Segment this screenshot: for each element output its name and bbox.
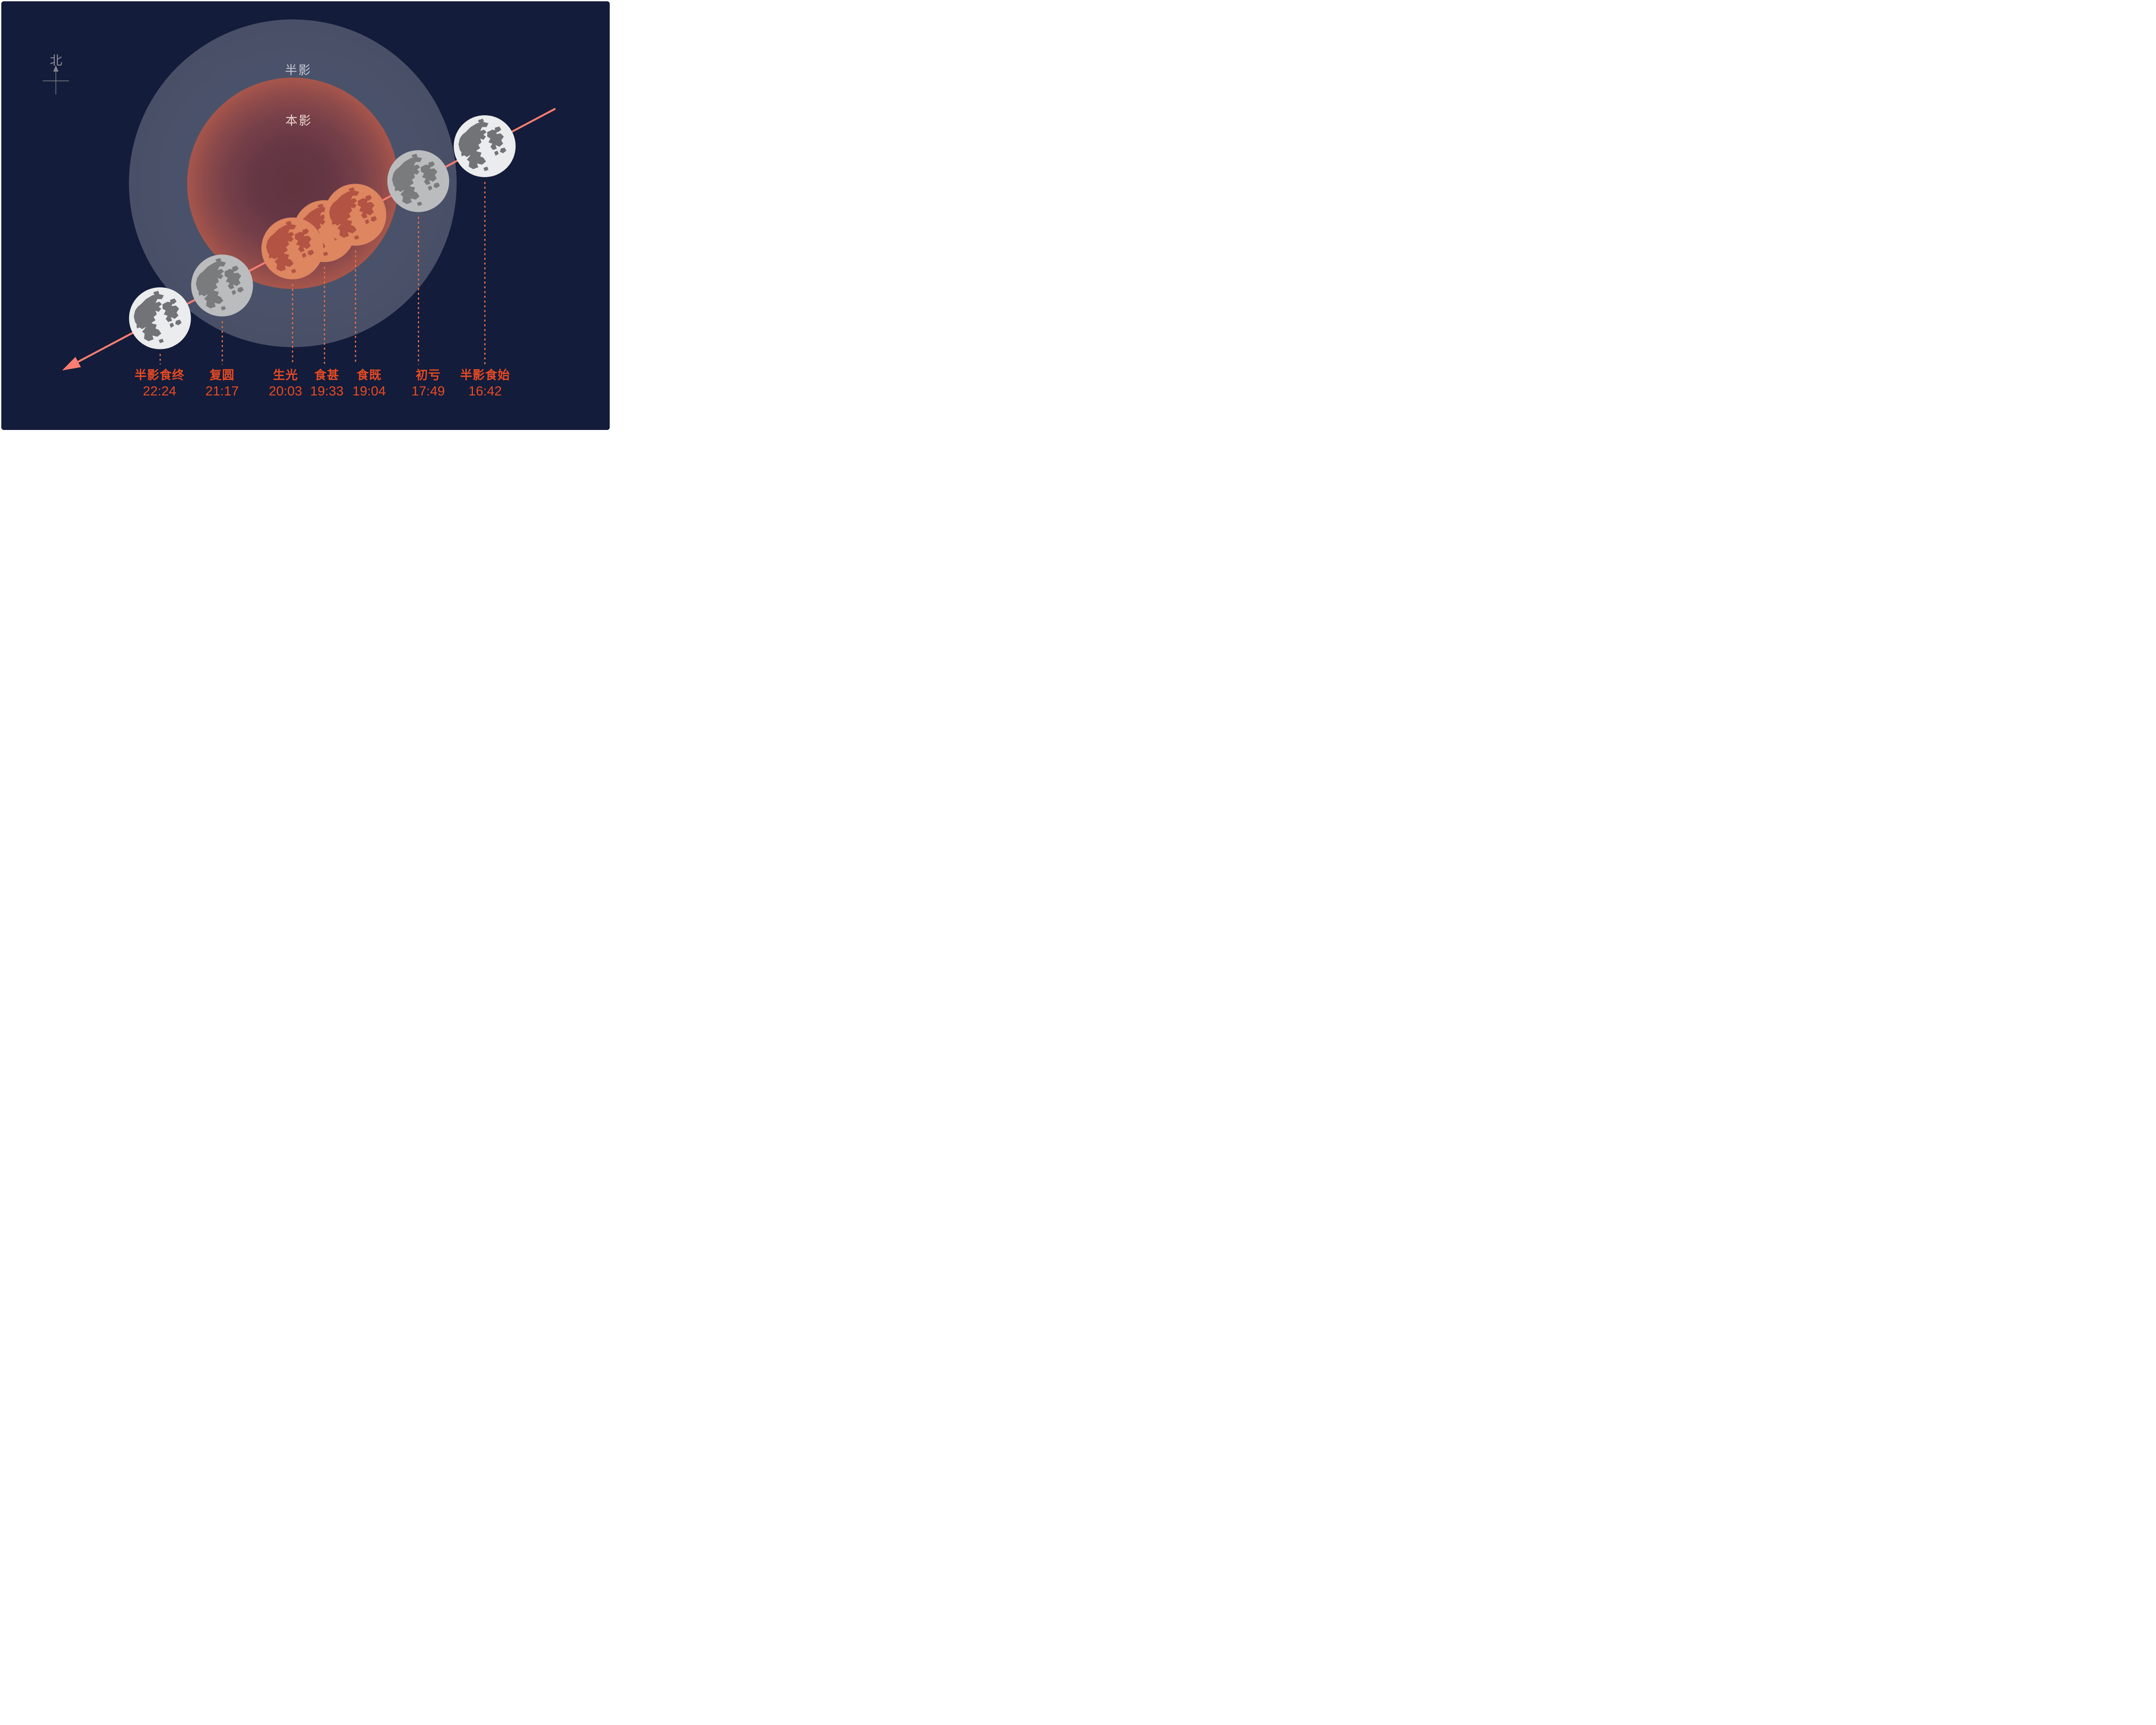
phase-time: 20:03	[269, 383, 302, 398]
moon-复圆	[190, 254, 254, 317]
north-label: 北	[50, 54, 63, 68]
dash-leader-生光	[291, 284, 293, 364]
moon-半影食终	[128, 286, 192, 350]
moon-path-arrowhead	[62, 357, 81, 370]
penumbra-label: 半影	[285, 63, 312, 77]
phase-name: 食既	[356, 368, 382, 382]
moon-face	[261, 217, 323, 279]
phase-label-食甚: 食甚 19:33	[286, 368, 368, 400]
dash-leader-初亏	[417, 217, 419, 364]
phase-label-生光: 生光 20:03	[244, 368, 326, 400]
phase-name: 生光	[273, 368, 298, 382]
phase-label-半影食终: 半影食终 22:24	[119, 368, 201, 400]
moon-初亏	[386, 149, 450, 213]
phase-time: 17:49	[411, 383, 445, 398]
moon-face	[454, 115, 516, 177]
dash-leader-食既	[354, 251, 356, 364]
moon-食既	[323, 183, 387, 247]
umbra-label: 本影	[285, 114, 312, 127]
phase-label-食既: 食既 19:04	[328, 368, 410, 400]
phase-name: 食甚	[314, 368, 339, 382]
moon-face	[324, 184, 386, 246]
dash-leader-复圆	[221, 321, 223, 364]
phase-time: 19:33	[310, 383, 344, 398]
dash-leader-半影食始	[484, 182, 486, 364]
dash-leader-食甚	[323, 267, 325, 364]
phase-time: 16:42	[468, 383, 502, 398]
dash-leader-半影食终	[159, 354, 161, 364]
phase-time: 21:17	[205, 383, 239, 398]
phase-name: 半影食终	[134, 368, 185, 382]
moon-face	[191, 254, 253, 317]
phase-label-半影食始: 半影食始 16:42	[444, 368, 526, 400]
phase-time: 19:04	[352, 383, 386, 398]
phase-name: 半影食始	[460, 368, 510, 382]
phase-name: 复圆	[209, 368, 235, 382]
phase-label-复圆: 复圆 21:17	[181, 368, 263, 400]
phase-name: 初亏	[415, 368, 441, 382]
moon-半影食始	[453, 114, 517, 178]
phase-label-初亏: 初亏 17:49	[387, 368, 469, 400]
moon-face	[387, 150, 449, 212]
moon-face	[129, 287, 191, 349]
north-arrow-icon	[53, 65, 59, 72]
moon-生光	[260, 216, 324, 280]
eclipse-diagram: 北 半影 本影	[1, 1, 610, 430]
phase-time: 22:24	[143, 383, 176, 398]
